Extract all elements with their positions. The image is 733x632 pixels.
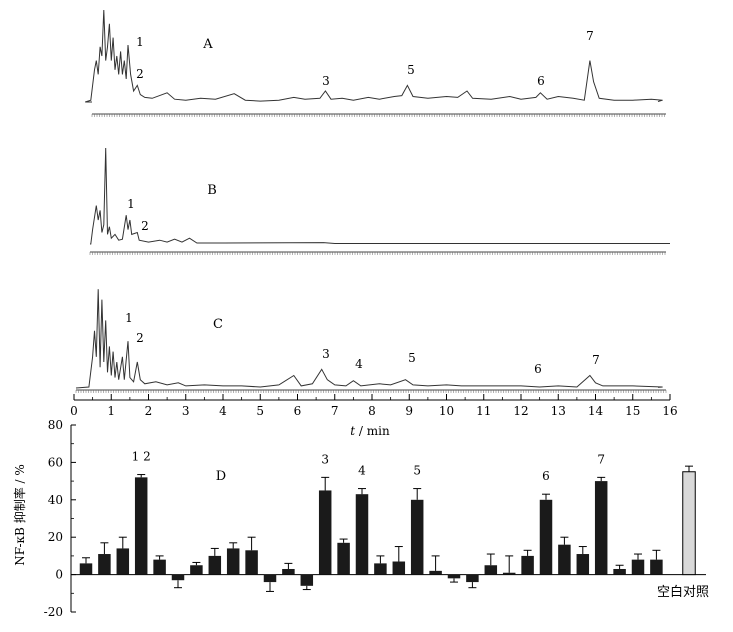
peak-label: 1 [127, 197, 135, 211]
inhibition-bar [594, 481, 608, 575]
inhibition-bar [282, 568, 295, 575]
inhibition-bar [447, 574, 461, 579]
bar-peak-label: 6 [542, 469, 550, 483]
blank-control-bar [682, 471, 696, 576]
inhibition-bar [410, 499, 424, 575]
inhibition-bar [318, 490, 332, 575]
time-axis-tick-label: 12 [513, 404, 528, 418]
time-axis-title: t / min [350, 424, 390, 438]
panel-letter: D [216, 469, 226, 484]
inhibition-bar [392, 561, 406, 575]
bar-peak-label: 1 2 [132, 450, 151, 464]
time-axis-tick-label: 0 [70, 404, 78, 418]
time-axis-tick-label: 14 [588, 404, 604, 418]
bar-peak-label: 3 [321, 452, 329, 466]
blank-control-label: 空白对照 [657, 584, 709, 600]
peak-label: 4 [355, 357, 363, 371]
y-axis-tick-label: 0 [55, 568, 63, 582]
time-axis-tick-label: 16 [662, 404, 677, 418]
time-axis-tick-label: 3 [182, 404, 190, 418]
time-axis-title-italic: t [350, 424, 355, 438]
time-axis-tick-label: 11 [476, 404, 491, 418]
inhibition-bar [134, 477, 148, 575]
time-axis-tick-label: 15 [625, 404, 640, 418]
inhibition-bar [337, 542, 350, 575]
panel-letter: B [207, 183, 217, 198]
peak-label: 1 [125, 311, 133, 325]
inhibition-bar [521, 555, 534, 575]
inhibition-bar [484, 565, 498, 575]
inhibition-bar [374, 563, 387, 575]
inhibition-bar [650, 559, 663, 575]
time-axis-tick-label: 6 [294, 404, 302, 418]
peak-label: 3 [322, 347, 330, 361]
time-axis-tick-label: 8 [368, 404, 376, 418]
inhibition-bar [300, 574, 314, 586]
chromatogram-trace [85, 9, 663, 103]
inhibition-bar-chart: -20 0 20 40 60 80 NF-κB 抑制率 / % 空白对照 D 1 2 3 4 5 6 7 [12, 418, 709, 619]
chromatogram-b: B 12 [89, 147, 670, 255]
inhibition-bar [226, 548, 240, 575]
inhibition-bar [613, 568, 626, 575]
chromatogram-a: A 1 2 3 5 6 7 [85, 9, 666, 117]
time-axis-tick-label: 1 [107, 404, 115, 418]
panel-letter: C [213, 317, 223, 332]
inhibition-bar [171, 574, 185, 581]
peak-label: 3 [322, 74, 330, 88]
y-axis-tick-label: 40 [48, 493, 63, 507]
peak-label: 7 [592, 353, 600, 367]
y-axis-tick-label: -20 [44, 605, 63, 619]
time-axis-tick-label: 10 [439, 404, 454, 418]
peak-label: 2 [136, 67, 144, 81]
peak-label: 2 [136, 331, 144, 345]
inhibition-bar [208, 555, 222, 575]
inhibition-bar [98, 554, 111, 575]
peak-label: 2 [141, 219, 149, 233]
inhibition-bar [245, 550, 258, 575]
inhibition-bar [355, 494, 369, 575]
time-axis-tick-label: 13 [551, 404, 566, 418]
peak-label: 6 [537, 74, 545, 88]
inhibition-bar [116, 548, 130, 575]
inhibition-bar [558, 544, 571, 575]
time-axis: 0 1 2 3 4 5 6 7 8 9 10 11 12 13 14 15 16t / min [70, 394, 678, 438]
time-axis-title-rest: / min [355, 424, 390, 438]
inhibition-bar [502, 572, 516, 575]
inhibition-bar [539, 499, 553, 575]
inhibition-bar [263, 574, 277, 583]
inhibition-bar [190, 565, 203, 575]
time-axis-tick-label: 5 [256, 404, 264, 418]
panel-letter: A [202, 37, 213, 52]
inhibition-bar [466, 574, 479, 583]
time-axis-tick-label: 9 [405, 404, 413, 418]
inhibition-bar [79, 563, 93, 575]
bar-peak-label: 5 [413, 464, 421, 478]
time-axis-tick-label: 4 [219, 404, 227, 418]
bar-peak-label: 7 [597, 452, 605, 466]
y-axis-tick-label: 20 [48, 530, 63, 544]
y-axis-tick-label: 80 [48, 418, 63, 432]
peak-label: 1 [136, 35, 144, 49]
inhibition-bar [429, 570, 442, 575]
time-axis-tick-label: 2 [145, 404, 153, 418]
peak-label: 6 [534, 362, 542, 376]
bar-peak-label: 4 [358, 464, 366, 478]
time-axis-tick-label: 7 [331, 404, 339, 418]
inhibition-bar [631, 559, 645, 575]
chromatogram-trace [75, 289, 663, 389]
y-axis-title: NF-κB 抑制率 / % [12, 464, 27, 566]
inhibition-bar [576, 554, 590, 575]
chromatogram-trace [90, 147, 670, 245]
y-axis-tick-label: 60 [48, 455, 63, 469]
peak-label: 7 [586, 29, 594, 43]
peak-label: 5 [408, 351, 416, 365]
inhibition-bar [153, 559, 166, 575]
peak-label: 5 [407, 63, 415, 77]
chromatogram-c: C 12 3 4 5 6 7 [75, 289, 667, 393]
